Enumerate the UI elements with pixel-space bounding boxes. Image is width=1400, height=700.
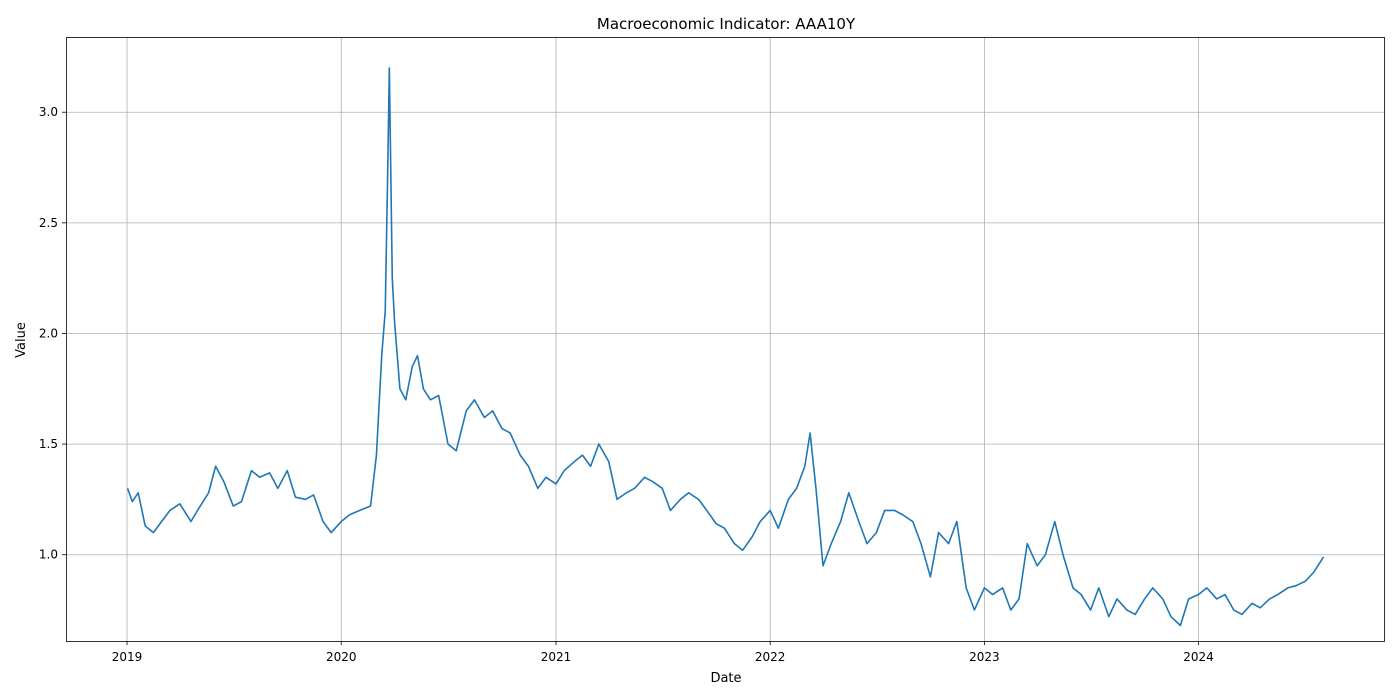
x-tick-label: 2024 xyxy=(1183,650,1214,664)
x-tick-label: 2019 xyxy=(112,650,143,664)
plot-frame xyxy=(66,37,1385,642)
y-axis-ticks: 1.0 1.5 2.0 2.5 3.0 xyxy=(39,105,66,562)
x-tick-label: 2023 xyxy=(969,650,1000,664)
x-axis-label: Date xyxy=(710,671,741,686)
grid-lines xyxy=(66,37,1384,641)
y-axis-label: Value xyxy=(14,322,29,358)
x-tick-label: 2021 xyxy=(541,650,572,664)
chart-title: Macroeconomic Indicator: AAA10Y xyxy=(597,15,856,33)
y-tick-label: 3.0 xyxy=(39,105,58,119)
data-series xyxy=(126,67,1325,627)
y-tick-label: 2.5 xyxy=(39,216,58,230)
y-tick-label: 2.0 xyxy=(39,326,58,340)
series-line xyxy=(126,67,1325,627)
x-axis-ticks: 2019 2020 2021 2022 2023 2024 xyxy=(112,641,1214,664)
y-tick-label: 1.5 xyxy=(39,437,58,451)
y-tick-label: 1.0 xyxy=(39,548,58,562)
x-tick-label: 2022 xyxy=(755,650,786,664)
x-tick-label: 2020 xyxy=(326,650,357,664)
